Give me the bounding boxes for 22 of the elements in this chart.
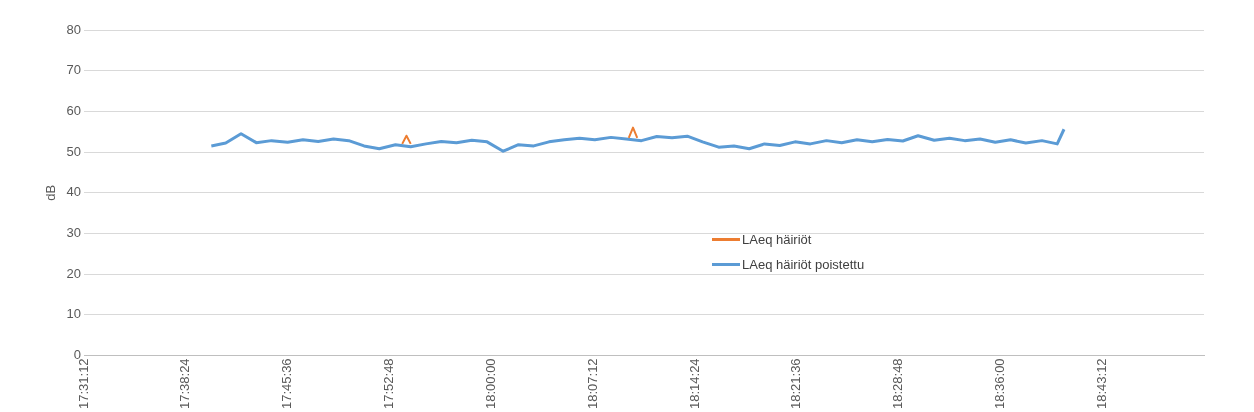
y-tick-label: 80 bbox=[66, 21, 82, 37]
x-tick-label: 17:52:48 bbox=[381, 358, 397, 410]
y-tick-label: 50 bbox=[66, 143, 82, 159]
x-tick-label: 18:07:12 bbox=[584, 358, 600, 410]
y-tick-label: 70 bbox=[66, 62, 82, 78]
x-tick-label: 18:00:00 bbox=[482, 358, 498, 410]
y-axis-title: dB bbox=[43, 184, 59, 201]
x-tick-label: 18:43:12 bbox=[1093, 358, 1109, 410]
y-tick-label: 20 bbox=[66, 265, 82, 281]
y-tick-label: 30 bbox=[66, 224, 82, 240]
x-tick-label: 18:21:36 bbox=[788, 358, 804, 410]
legend-label: LAeq häiriöt poistettu bbox=[742, 257, 865, 272]
x-tick-label: 18:14:24 bbox=[686, 358, 702, 410]
x-tick-label: 17:31:12 bbox=[75, 358, 91, 410]
y-tick-label: 40 bbox=[66, 184, 82, 200]
x-tick-label: 17:38:24 bbox=[177, 358, 193, 410]
legend-label: LAeq häiriöt bbox=[742, 232, 812, 247]
y-tick-label: 60 bbox=[66, 102, 82, 118]
x-tick-label: 18:28:48 bbox=[890, 358, 906, 410]
y-tick-label: 10 bbox=[66, 306, 82, 322]
x-tick-label: 17:45:36 bbox=[279, 358, 295, 410]
x-tick-label: 18:36:00 bbox=[991, 358, 1007, 410]
